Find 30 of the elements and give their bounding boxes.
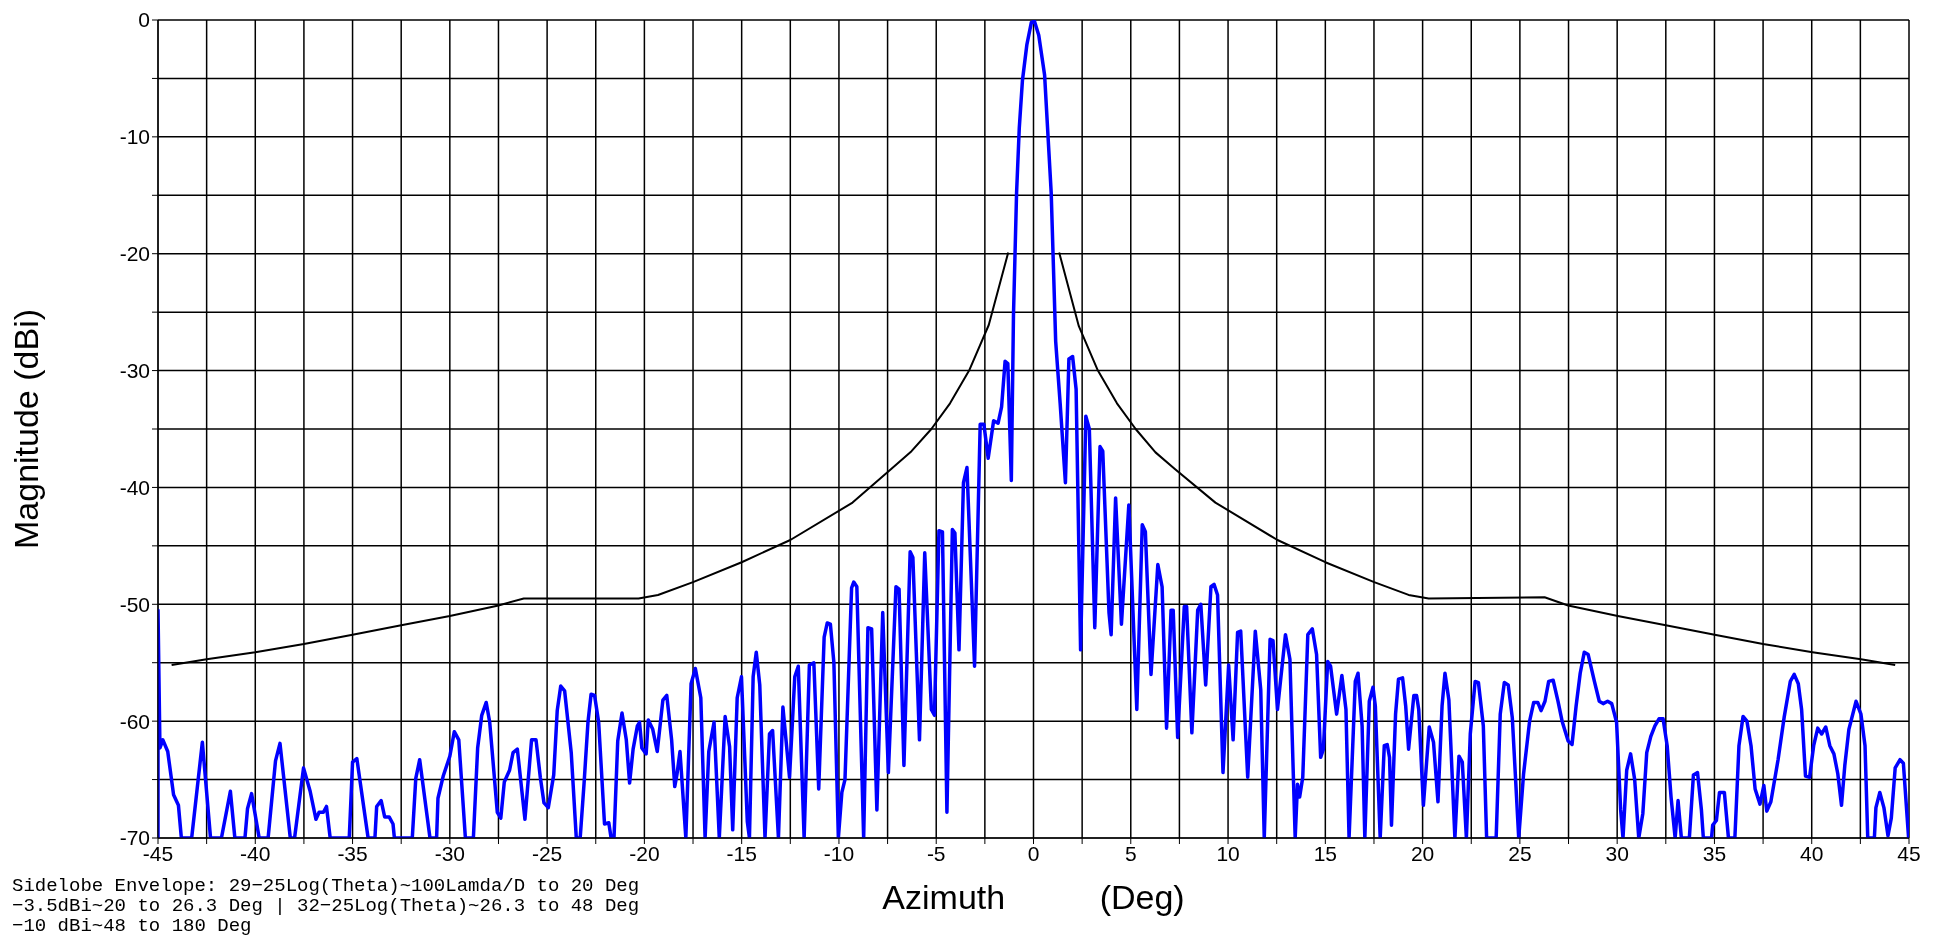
x-tick-label: -10 — [823, 841, 855, 865]
x-tick-label: 10 — [1216, 841, 1240, 865]
x-tick-label: 15 — [1313, 841, 1338, 865]
x-tick-label: 25 — [1508, 841, 1532, 865]
x-tick-label: 45 — [1897, 841, 1921, 865]
x-tick-label: -35 — [337, 841, 368, 865]
x-tick-label: -40 — [240, 841, 271, 865]
y-tick-label: 0 — [138, 8, 150, 32]
x-tick-label: 5 — [1124, 841, 1137, 865]
x-tick-label: -5 — [926, 841, 946, 865]
text: −3.5dBi~20 to 26.3 Deg | 32−25Log(Theta)~26.3 to 48 Deg — [12, 895, 640, 917]
x-tick-label: -25 — [531, 841, 563, 865]
y-tick-label: -60 — [119, 709, 150, 733]
x-axis-title: Azimuth (Deg) — [882, 878, 1185, 916]
x-tick-label: 20 — [1410, 841, 1435, 865]
text: Sidelobe Envelope: 29−25Log(Theta)~100Lamda/D to 20 Deg — [12, 875, 640, 897]
y-tick-label: -40 — [119, 475, 150, 499]
y-tick-label: -20 — [119, 242, 150, 266]
x-tick-label: 30 — [1605, 841, 1629, 865]
y-tick-label: -50 — [119, 592, 150, 616]
x-tick-label: -15 — [726, 841, 757, 865]
y-tick-label: -30 — [119, 359, 150, 383]
x-tick-label: -30 — [434, 841, 466, 865]
x-tick-label: -20 — [629, 841, 660, 865]
x-tick-label: 35 — [1702, 841, 1727, 865]
x-tick-label: 40 — [1800, 841, 1824, 865]
y-axis-title: Magnitude (dBi) — [7, 308, 46, 550]
x-tick-label: 0 — [1027, 841, 1040, 865]
y-tick-label: -10 — [119, 125, 150, 149]
text: −10 dBi~48 to 180 Deg — [12, 915, 253, 937]
